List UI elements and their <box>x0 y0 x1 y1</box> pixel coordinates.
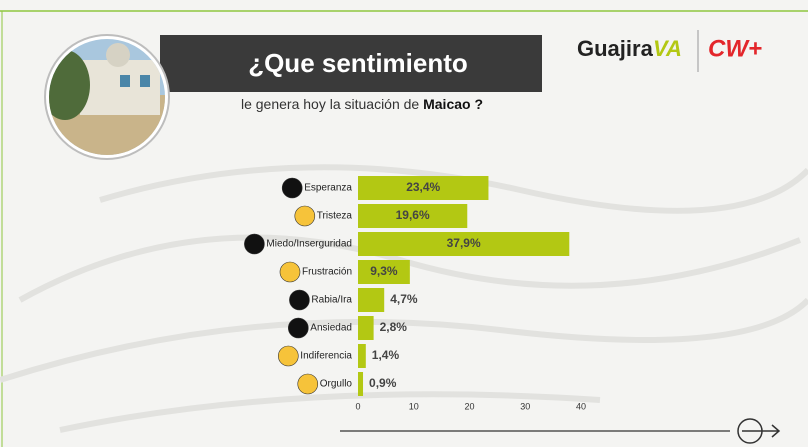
emoji-icon <box>244 234 264 254</box>
logo-text: CW+ <box>708 35 762 62</box>
emoji-icon <box>295 206 315 226</box>
value-label: 37,9% <box>447 236 481 250</box>
emoji-icon <box>288 318 308 338</box>
logo-mark: VA <box>653 36 682 61</box>
chart: ¿Que sentimiento le genera hoy la situac… <box>0 0 808 447</box>
subtitle: le genera hoy la situación de Maicao ? <box>241 96 483 112</box>
category-label: Ansiedad <box>310 323 352 334</box>
emoji-icon <box>289 290 309 310</box>
x-tick-label: 20 <box>464 401 474 411</box>
emoji-icon <box>282 178 302 198</box>
bar <box>358 288 384 312</box>
value-label: 1,4% <box>372 348 400 362</box>
chart-title: ¿Que sentimiento <box>248 48 468 78</box>
subtitle-text: le genera hoy la situación de <box>241 96 419 112</box>
category-label: Indiferencia <box>300 351 352 362</box>
value-label: 19,6% <box>396 208 430 222</box>
x-tick-label: 30 <box>520 401 530 411</box>
category-label: Esperanza <box>304 183 352 194</box>
category-label: Tristeza <box>317 211 353 222</box>
value-label: 2,8% <box>380 320 408 334</box>
emoji-icon <box>298 374 318 394</box>
next-button[interactable] <box>738 419 779 443</box>
category-label: Frustración <box>302 267 352 278</box>
value-label: 4,7% <box>390 292 418 306</box>
emoji-icon <box>280 262 300 282</box>
category-label: Orgullo <box>320 379 353 390</box>
subtitle-highlight: Maicao ? <box>423 96 483 112</box>
x-tick-label: 0 <box>355 401 360 411</box>
x-tick-label: 10 <box>409 401 419 411</box>
emoji-icon <box>278 346 298 366</box>
category-label: Rabia/Ira <box>311 295 352 306</box>
bar <box>358 316 374 340</box>
category-label: Miedo/Inserguridad <box>266 239 352 250</box>
bar <box>358 344 366 368</box>
x-tick-label: 40 <box>576 401 586 411</box>
value-label: 23,4% <box>406 180 440 194</box>
value-label: 0,9% <box>369 376 397 390</box>
value-label: 9,3% <box>370 264 398 278</box>
bar <box>358 372 363 396</box>
page: ¿Que sentimiento le genera hoy la situac… <box>0 0 808 447</box>
logo-text: Guajira <box>577 36 654 61</box>
